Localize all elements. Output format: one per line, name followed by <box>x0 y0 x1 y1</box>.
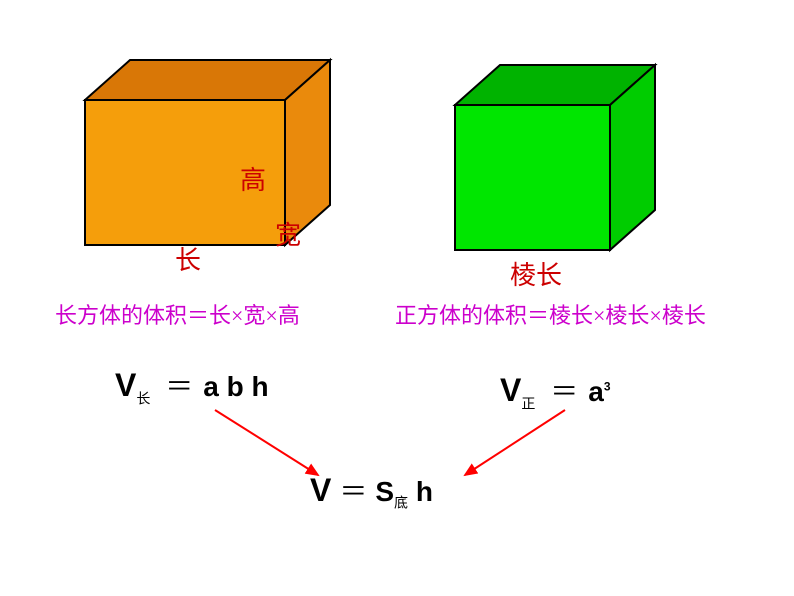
v-cube-rhs: a3 <box>588 376 610 407</box>
cube-svg <box>450 60 670 260</box>
cuboid-volume-text: 长方体的体积＝长×宽×高 <box>55 298 300 330</box>
v-long-eq: ＝ <box>165 372 193 403</box>
v-cube-var: V正 <box>500 372 544 408</box>
cuboid-label-width: 宽 <box>275 215 301 252</box>
cuboid-label-length: 长 <box>175 240 201 277</box>
arrow-right <box>465 410 565 475</box>
cube-shape <box>450 60 670 265</box>
formula-v-long: V长 ＝ a b h <box>115 365 269 408</box>
cube-label-edge: 棱长 <box>510 255 562 292</box>
arrow-left <box>215 410 318 475</box>
v-long-var: V长 <box>115 367 159 403</box>
formula-v-cube: V正 ＝ a3 <box>500 370 611 413</box>
cuboid-label-height: 高 <box>240 160 266 197</box>
formula-v-base: V ＝ S底 h <box>310 470 433 513</box>
cube-volume-text: 正方体的体积＝棱长×棱长×棱长 <box>395 298 706 330</box>
v-cube-eq: ＝ <box>550 377 578 408</box>
v-base-var: V <box>310 472 331 508</box>
v-base-rhs: S底 h <box>375 476 433 507</box>
v-long-rhs: a b h <box>203 371 268 402</box>
v-base-eq: ＝ <box>339 477 367 508</box>
